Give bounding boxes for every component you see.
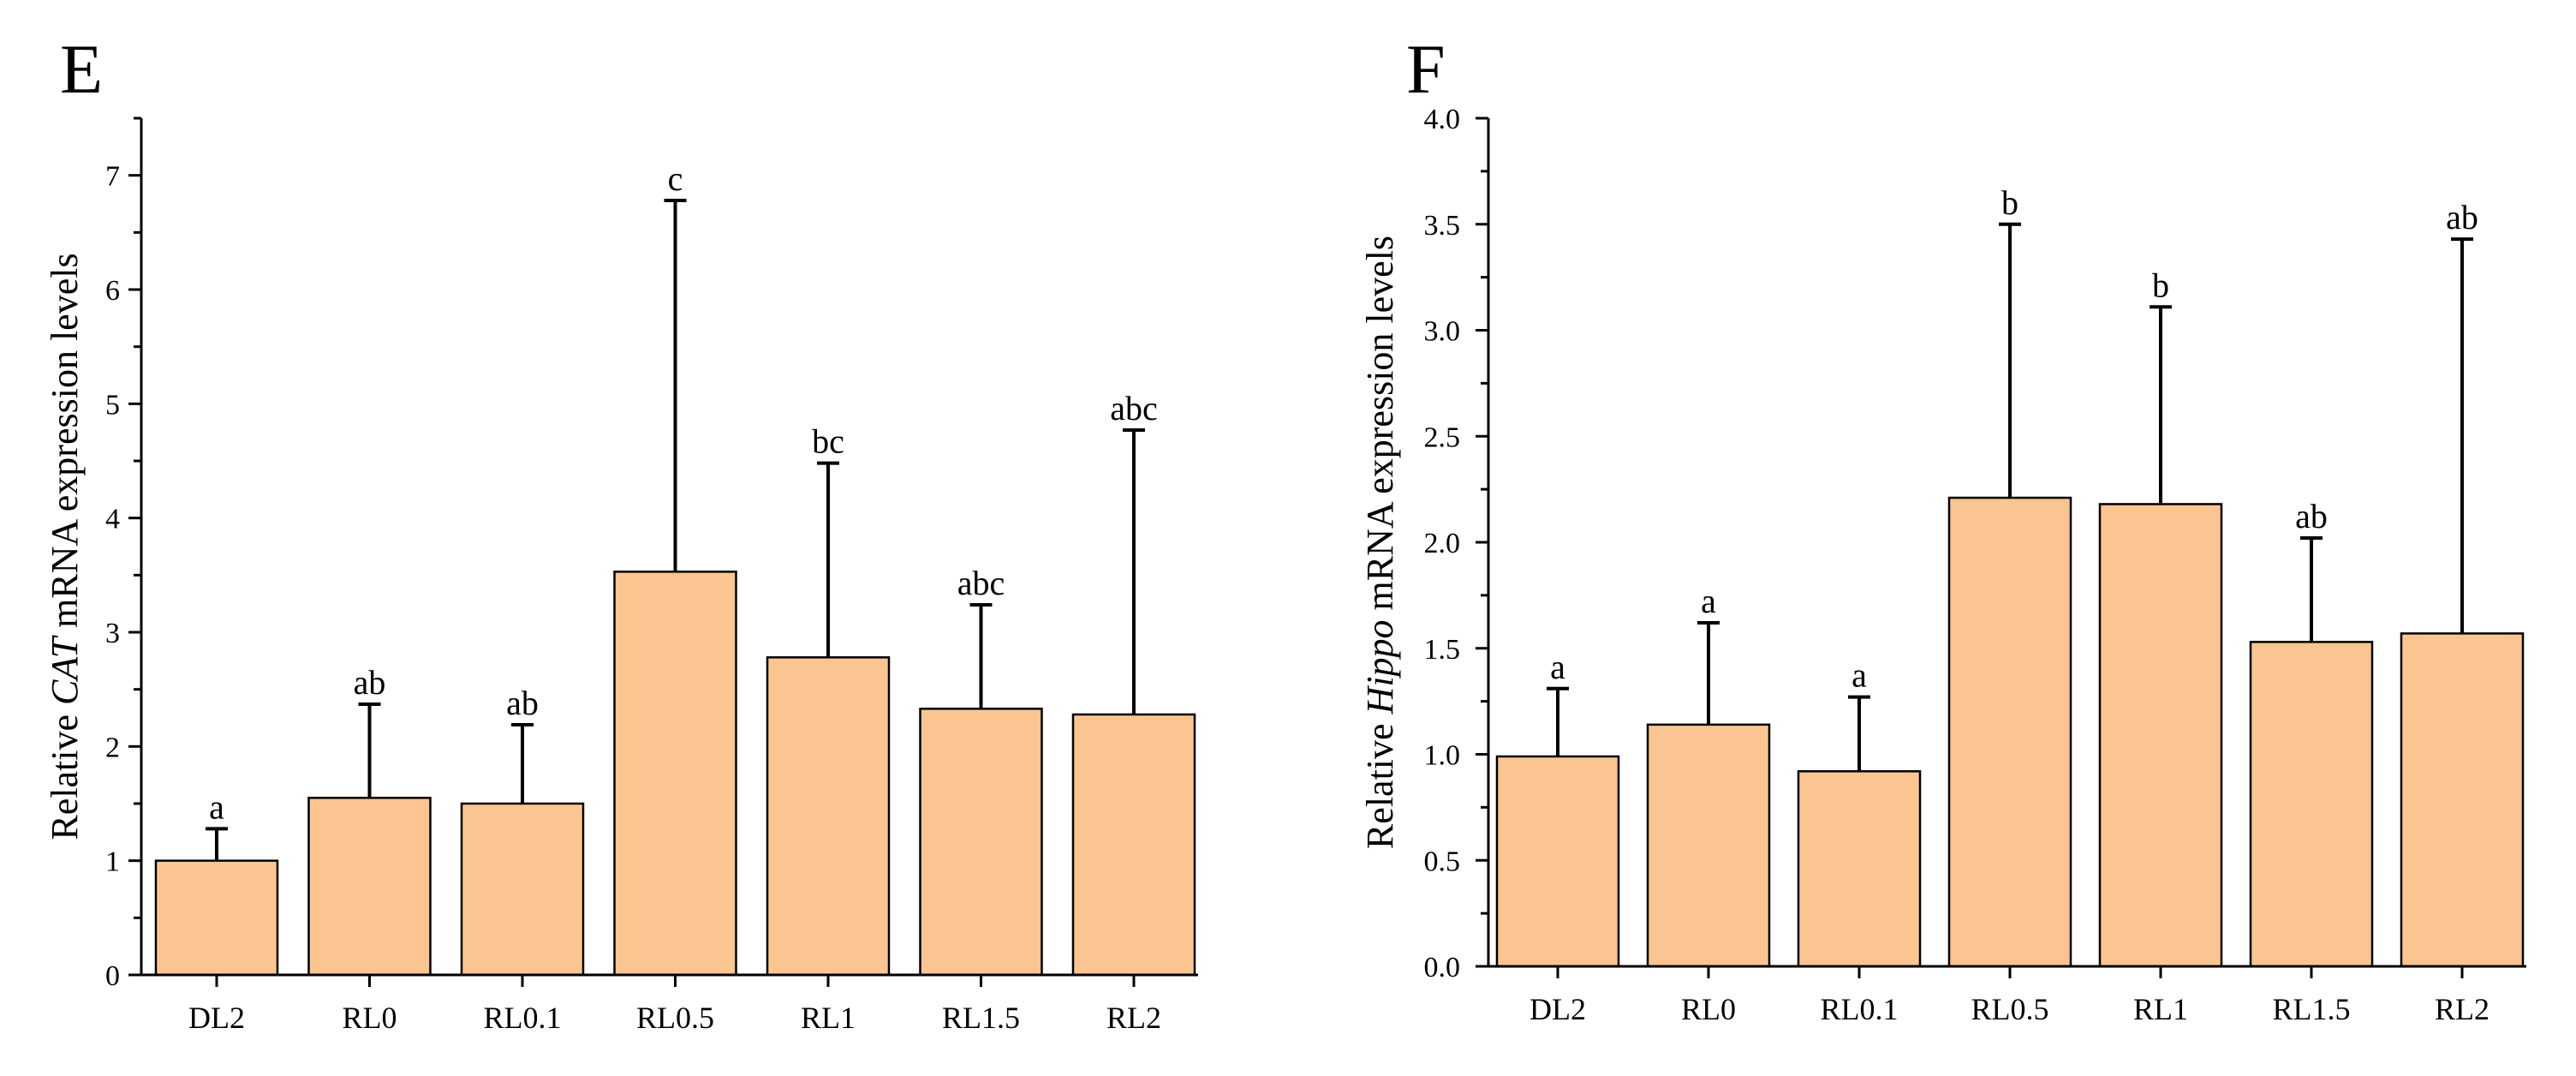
y-axis-title-prefix: Relative (1359, 714, 1401, 849)
y-tick-label: 3 (105, 618, 120, 649)
x-tick-label: RL2 (1106, 1001, 1161, 1035)
bar-rl0 (1646, 723, 1771, 968)
significance-label: abc (957, 564, 1005, 602)
significance-label: abc (1110, 389, 1158, 427)
panel-letter: F (1406, 30, 1446, 108)
bar-rl1.5 (2249, 641, 2374, 968)
bar-rl1 (766, 656, 891, 977)
significance-label: bc (812, 422, 844, 461)
y-axis-title-suffix: mRNA expression levels (44, 253, 86, 637)
y-tick-label: 4.0 (1424, 104, 1461, 135)
panel-letter: E (60, 30, 103, 108)
y-tick-label: 1.5 (1424, 634, 1461, 666)
bar-dl2 (1495, 755, 1620, 968)
y-tick-label: 7 (105, 161, 120, 193)
y-tick-label: 4 (105, 504, 120, 535)
x-tick-label: RL0.5 (1971, 992, 2048, 1026)
y-axis-title: Relative Hippo mRNA expression levels (1359, 236, 1401, 849)
bar-rl0.5 (613, 571, 737, 977)
bar-rl0.5 (1947, 496, 2072, 968)
y-tick-label: 0.5 (1424, 846, 1461, 877)
y-axis-title-suffix: mRNA expression levels (1359, 236, 1401, 620)
bar-rl0.1 (460, 802, 585, 977)
y-tick-label: 6 (105, 275, 120, 307)
x-tick-label: RL1 (2133, 992, 2188, 1026)
bar-rl2 (2400, 632, 2525, 968)
x-tick-label: DL2 (188, 1001, 245, 1035)
bar-rl1 (2098, 503, 2223, 968)
y-tick-label: 0 (105, 960, 120, 992)
x-tick-label: RL0.1 (1820, 992, 1898, 1026)
y-tick-label: 2 (105, 732, 120, 763)
significance-label: b (2152, 266, 2169, 304)
chart-panel-f: F Relative Hippo mRNA expression levels a D… (1359, 30, 2526, 1026)
x-tick-label: RL0.1 (483, 1001, 561, 1035)
significance-label: b (2001, 183, 2018, 222)
y-tick-label: 5 (105, 389, 120, 421)
bar-rl0.1 (1797, 770, 1922, 968)
x-tick-label: RL2 (2435, 992, 2490, 1026)
y-axis-title: Relative CAT mRNA expression levels (44, 253, 86, 840)
bar-dl2 (154, 859, 279, 977)
y-tick-label: 3.0 (1424, 316, 1461, 348)
significance-label: ab (2446, 198, 2478, 236)
x-tick-label: RL0 (1681, 992, 1736, 1026)
x-tick-label: RL0.5 (636, 1001, 714, 1035)
x-tick-label: RL1 (801, 1001, 856, 1035)
x-tick-label: RL1.5 (2272, 992, 2350, 1026)
x-tick-label: DL2 (1530, 992, 1586, 1026)
y-tick-label: 2.5 (1424, 421, 1461, 453)
y-tick-label: 3.5 (1424, 210, 1461, 242)
significance-label: c (668, 159, 683, 198)
y-tick-label: 2.0 (1424, 528, 1461, 559)
y-tick-label: 1.0 (1424, 740, 1461, 772)
bar-rl2 (1071, 713, 1196, 977)
significance-label: a (1550, 648, 1565, 686)
x-tick-label: RL1.5 (942, 1001, 1020, 1035)
y-tick-label: 1 (105, 846, 120, 878)
y-tick-label: 0.0 (1424, 952, 1461, 983)
significance-label: ab (354, 663, 386, 702)
significance-label: ab (2295, 497, 2328, 535)
significance-label: a (209, 787, 224, 826)
chart-panel-e: E Relative CAT mRNA expression levels a DL2… (44, 30, 1198, 1035)
significance-label: a (1701, 582, 1716, 620)
significance-label: a (1852, 656, 1867, 695)
significance-label: ab (506, 684, 539, 722)
y-axis-title-prefix: Relative (44, 705, 86, 840)
x-tick-label: RL0 (342, 1001, 397, 1035)
bar-rl1.5 (919, 708, 1043, 977)
bar-rl0 (307, 797, 432, 977)
y-axis-title-gene: Hippo (1359, 619, 1401, 714)
y-axis-title-gene: CAT (44, 634, 86, 705)
